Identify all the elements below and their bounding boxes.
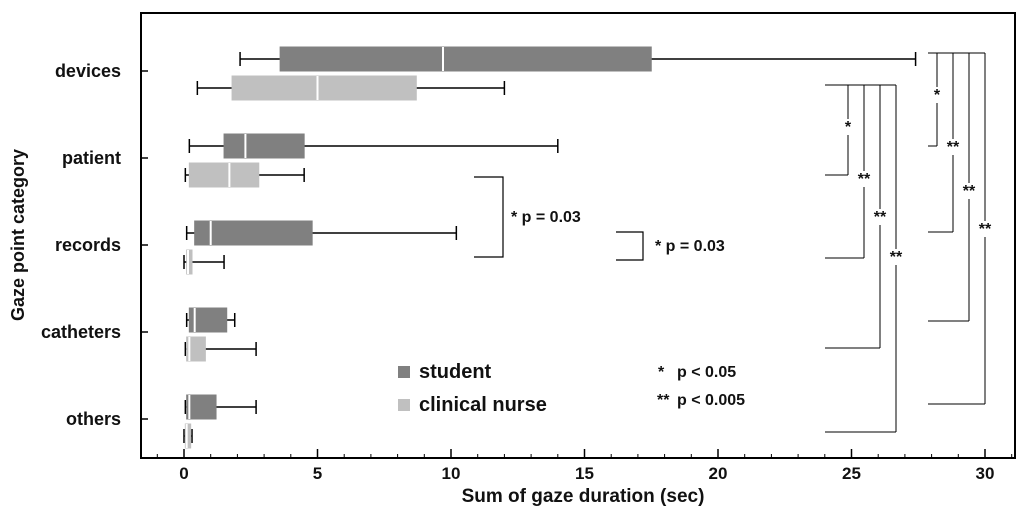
box-student-catheters xyxy=(185,307,236,333)
x-tick-label-20: 20 xyxy=(709,464,728,483)
plot-frame xyxy=(140,12,1016,459)
iqr-box xyxy=(223,133,305,159)
iqr-box xyxy=(186,336,206,362)
box-clinical-nurse-devices xyxy=(196,75,506,101)
legend-label-student: student xyxy=(419,361,492,383)
significance-legend: * p < 0.05 ** p < 0.005 xyxy=(657,364,745,409)
student-bracket-label-bg xyxy=(975,221,995,237)
iqr-box xyxy=(194,220,313,246)
x-tick-label-25: 25 xyxy=(842,464,861,483)
nurse-bracket-label-bg xyxy=(886,249,906,265)
nurse-bracket-label-bg xyxy=(854,171,874,187)
boxes-layer xyxy=(183,46,917,449)
student-bracket-label-bg xyxy=(931,87,943,103)
student-bracket-marker: * xyxy=(934,87,941,104)
legend: student clinical nurse xyxy=(398,361,547,416)
x-tick-label-0: 0 xyxy=(179,464,188,483)
iqr-box xyxy=(188,162,260,188)
nurse-bracket-marker: ** xyxy=(890,249,903,266)
sig-legend-label-single: p < 0.05 xyxy=(677,364,736,381)
nurse-bracket-marker: * xyxy=(845,119,852,136)
box-clinical-nurse-patient xyxy=(184,162,305,188)
student-bracket-label-bg xyxy=(943,139,963,155)
sig-legend-marker-double: ** xyxy=(657,392,670,409)
box-clinical-nurse-others xyxy=(183,423,193,449)
box-student-patient xyxy=(188,133,559,159)
legend-swatch-student xyxy=(398,366,410,378)
nurse-bracket-marker: ** xyxy=(858,171,871,188)
p-annotations: * p = 0.03 * p = 0.03 xyxy=(474,176,725,261)
bracket-patient-records xyxy=(474,176,504,258)
category-label-devices: devices xyxy=(55,61,121,81)
student-bracket-marker: ** xyxy=(979,221,992,238)
category-labels: devices patient records catheters others xyxy=(41,61,121,429)
nurse-bracket-marker: ** xyxy=(874,209,887,226)
x-axis-label: Sum of gaze duration (sec) xyxy=(462,486,705,507)
iqr-box xyxy=(279,46,652,72)
student-bracket-marker: ** xyxy=(947,139,960,156)
iqr-box xyxy=(186,394,217,420)
legend-label-clinical-nurse: clinical nurse xyxy=(419,394,547,416)
x-tick-label-10: 10 xyxy=(442,464,461,483)
category-label-patient: patient xyxy=(62,148,121,168)
student-bracket-marker: ** xyxy=(963,183,976,200)
x-tick-label-30: 30 xyxy=(976,464,995,483)
sig-legend-marker-single: * xyxy=(658,364,665,381)
nurse-bracket-label-bg xyxy=(842,119,854,135)
box-student-records xyxy=(185,220,458,246)
box-student-others xyxy=(184,394,257,420)
annotation-p-value-2: * p = 0.03 xyxy=(655,238,725,255)
box-clinical-nurse-records xyxy=(183,249,225,275)
category-label-others: others xyxy=(66,409,121,429)
student-bracket-label-bg xyxy=(959,183,979,199)
box-clinical-nurse-catheters xyxy=(184,336,257,362)
category-label-catheters: catheters xyxy=(41,322,121,342)
annotation-p-value-1: * p = 0.03 xyxy=(511,209,581,226)
category-label-records: records xyxy=(55,235,121,255)
iqr-box xyxy=(186,249,193,275)
x-tick-label-15: 15 xyxy=(575,464,594,483)
iqr-box xyxy=(184,423,192,449)
bracket-records-groups xyxy=(616,231,644,261)
sig-legend-label-double: p < 0.005 xyxy=(677,392,745,409)
y-axis-label: Gaze point category xyxy=(8,149,28,321)
legend-swatch-clinical-nurse xyxy=(398,399,410,411)
box-student-devices xyxy=(239,46,917,72)
significance-annotations: ************** xyxy=(825,52,995,433)
nurse-bracket-label-bg xyxy=(870,209,890,225)
x-tick-label-5: 5 xyxy=(313,464,322,483)
iqr-box xyxy=(231,75,417,101)
ticks-layer: 0 5 10 15 20 25 30 xyxy=(141,70,1013,483)
